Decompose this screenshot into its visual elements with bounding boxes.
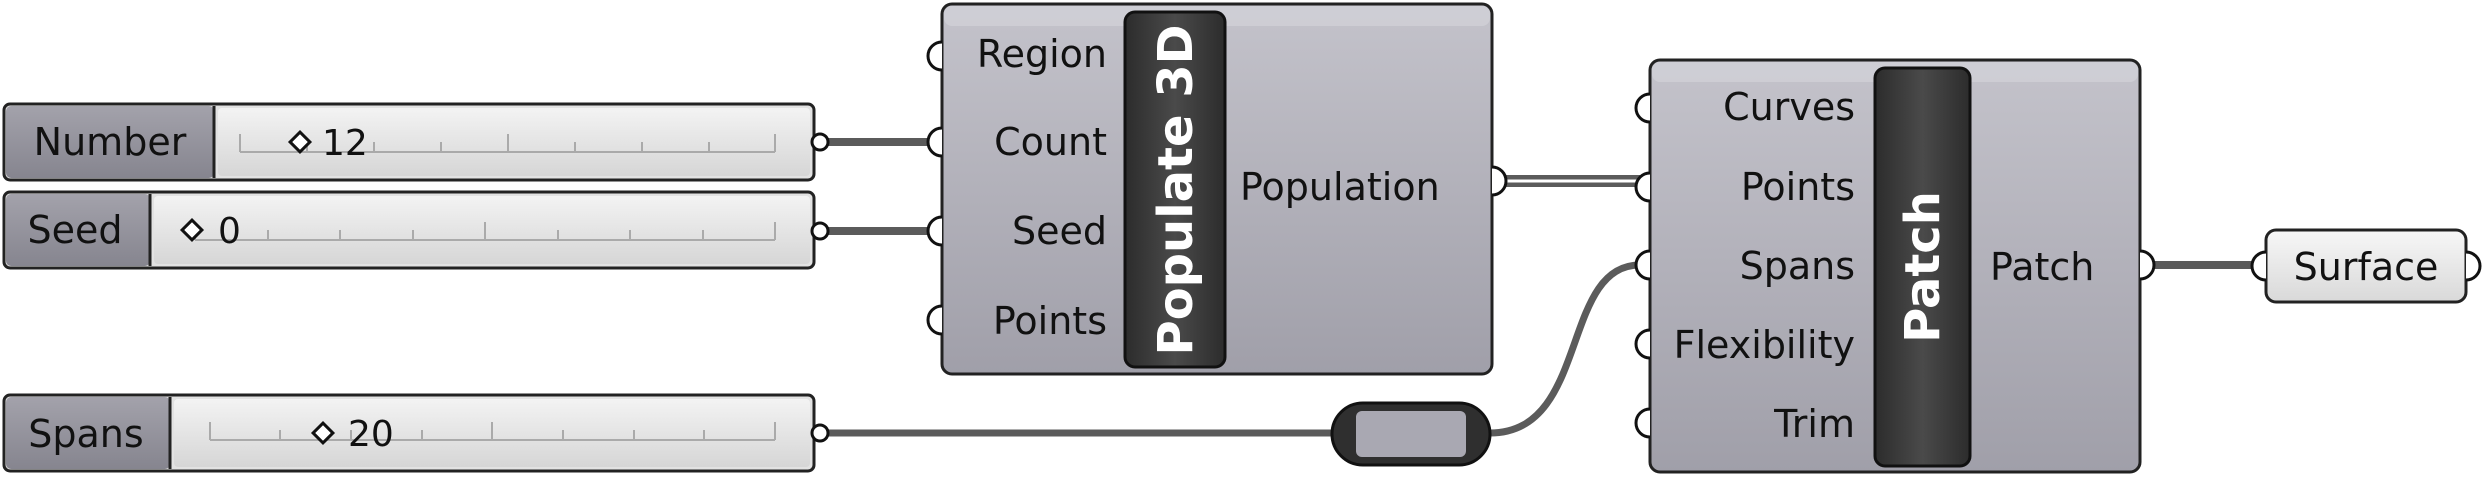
patch-component[interactable]: Patch Curves Points Spans Flexibility Tr… [1634, 58, 2156, 474]
input-param-spans[interactable]: Spans [1634, 244, 1855, 288]
svg-text:Patch: Patch [1990, 245, 2094, 289]
slider-name: Seed [28, 208, 123, 252]
slider-value: 12 [322, 123, 368, 164]
slider-value: 0 [218, 211, 241, 252]
wires [820, 138, 2260, 437]
svg-text:Spans: Spans [1740, 244, 1855, 288]
svg-text:Region: Region [977, 32, 1107, 76]
surface-label: Surface [2294, 245, 2439, 289]
svg-text:Points: Points [1741, 165, 1855, 209]
populate-3d-component[interactable]: Populate 3D Region Count Seed Points Pop… [926, 2, 1508, 376]
output-grip[interactable] [810, 423, 830, 443]
output-grip[interactable] [810, 132, 830, 152]
slider-track[interactable] [218, 108, 810, 176]
slider-number[interactable]: Number 12 [2, 102, 830, 182]
input-param-flexibility[interactable]: Flexibility [1634, 323, 1855, 367]
surface-parameter[interactable]: Surface [2250, 228, 2482, 304]
svg-text:Seed: Seed [1012, 209, 1107, 253]
slider-ticks [209, 422, 776, 441]
slider-grip-icon[interactable] [179, 217, 205, 243]
svg-text:Curves: Curves [1723, 85, 1855, 129]
svg-text:Points: Points [993, 299, 1107, 343]
component-title: Patch [1895, 191, 1951, 343]
slider-name: Number [34, 120, 187, 164]
component-title: Populate 3D [1148, 25, 1204, 356]
svg-text:Flexibility: Flexibility [1674, 323, 1855, 367]
svg-text:Count: Count [994, 120, 1107, 164]
slider-grip-icon[interactable] [287, 129, 313, 155]
output-param-patch[interactable]: Patch [1990, 245, 2156, 289]
slider-seed[interactable]: Seed 0 [2, 190, 830, 270]
input-param-points[interactable]: Points [926, 299, 1107, 343]
slider-grip-icon[interactable] [310, 420, 336, 446]
svg-text:Population: Population [1240, 165, 1440, 209]
wire-relay-spans[interactable] [1489, 261, 1641, 437]
input-param-points[interactable]: Points [1634, 165, 1855, 209]
input-param-count[interactable]: Count [926, 120, 1107, 164]
component-caption-bar [1123, 10, 1227, 369]
input-grip[interactable] [2250, 250, 2267, 282]
input-param-trim[interactable]: Trim [1634, 402, 1855, 446]
output-grip[interactable] [810, 221, 830, 241]
slider-spans[interactable]: Spans 20 [2, 393, 830, 473]
output-param-population[interactable]: Population [1240, 165, 1508, 209]
component-caption-bar [1873, 66, 1972, 468]
input-param-seed[interactable]: Seed [926, 209, 1107, 253]
svg-text:Trim: Trim [1773, 402, 1855, 446]
slider-track[interactable] [154, 196, 810, 264]
input-param-curves[interactable]: Curves [1634, 85, 1855, 129]
relay-node[interactable] [1330, 401, 1492, 467]
output-grip[interactable] [2465, 250, 2482, 282]
slider-name: Spans [28, 412, 143, 456]
input-param-region[interactable]: Region [926, 32, 1107, 76]
slider-value: 20 [348, 414, 394, 455]
